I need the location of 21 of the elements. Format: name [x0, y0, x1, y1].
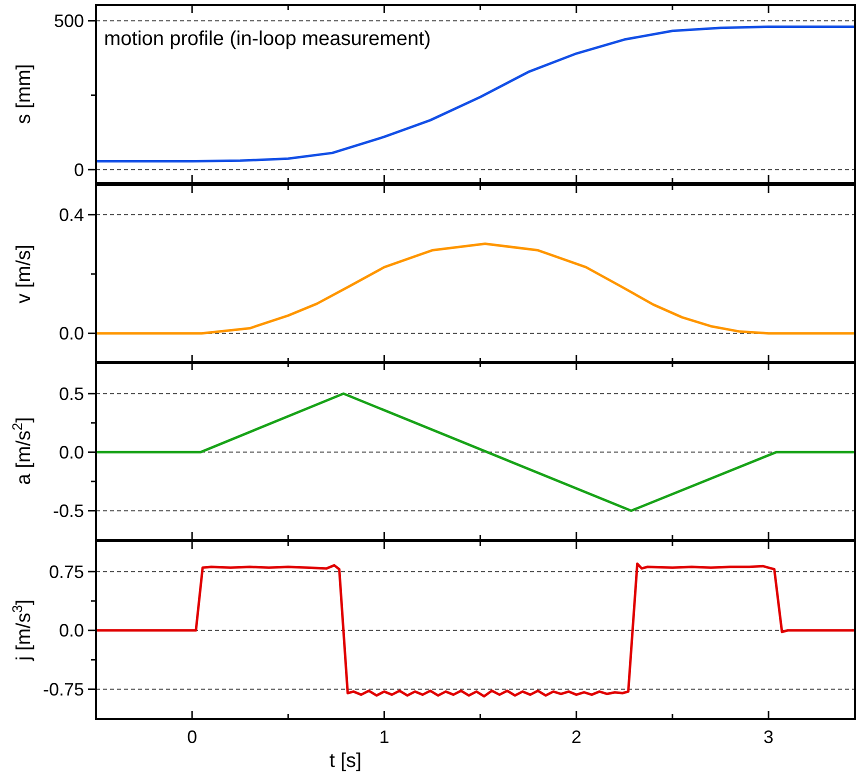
y-tick-label: 0.5: [58, 384, 84, 404]
y-tick-label: 500: [54, 11, 84, 32]
y-tick-label: -0.75: [42, 680, 84, 700]
y-tick-label: 0: [74, 160, 84, 180]
y-tick-label: 0.4: [58, 204, 84, 225]
y-tick-label: 0.0: [58, 324, 84, 344]
y-tick-label: 0.0: [58, 620, 84, 641]
x-tick-label: 2: [571, 727, 582, 747]
annotation: motion profile (in-loop measurement): [104, 28, 431, 50]
x-tick-label: 3: [764, 727, 774, 747]
y-axis-title: v [m/s]: [13, 244, 35, 304]
y-tick-label: 0.75: [48, 562, 84, 582]
y-tick-label: 0.0: [58, 442, 84, 462]
x-tick-label: 0: [187, 727, 198, 747]
y-tick-label: -0.5: [52, 501, 84, 522]
line-series: [96, 242, 855, 335]
line-series: [96, 25, 855, 163]
y-axis-title: s [mm]: [13, 64, 35, 124]
line-series: [96, 562, 855, 698]
x-tick-label: 1: [379, 727, 390, 747]
x-axis-title: t [s]: [329, 750, 362, 772]
